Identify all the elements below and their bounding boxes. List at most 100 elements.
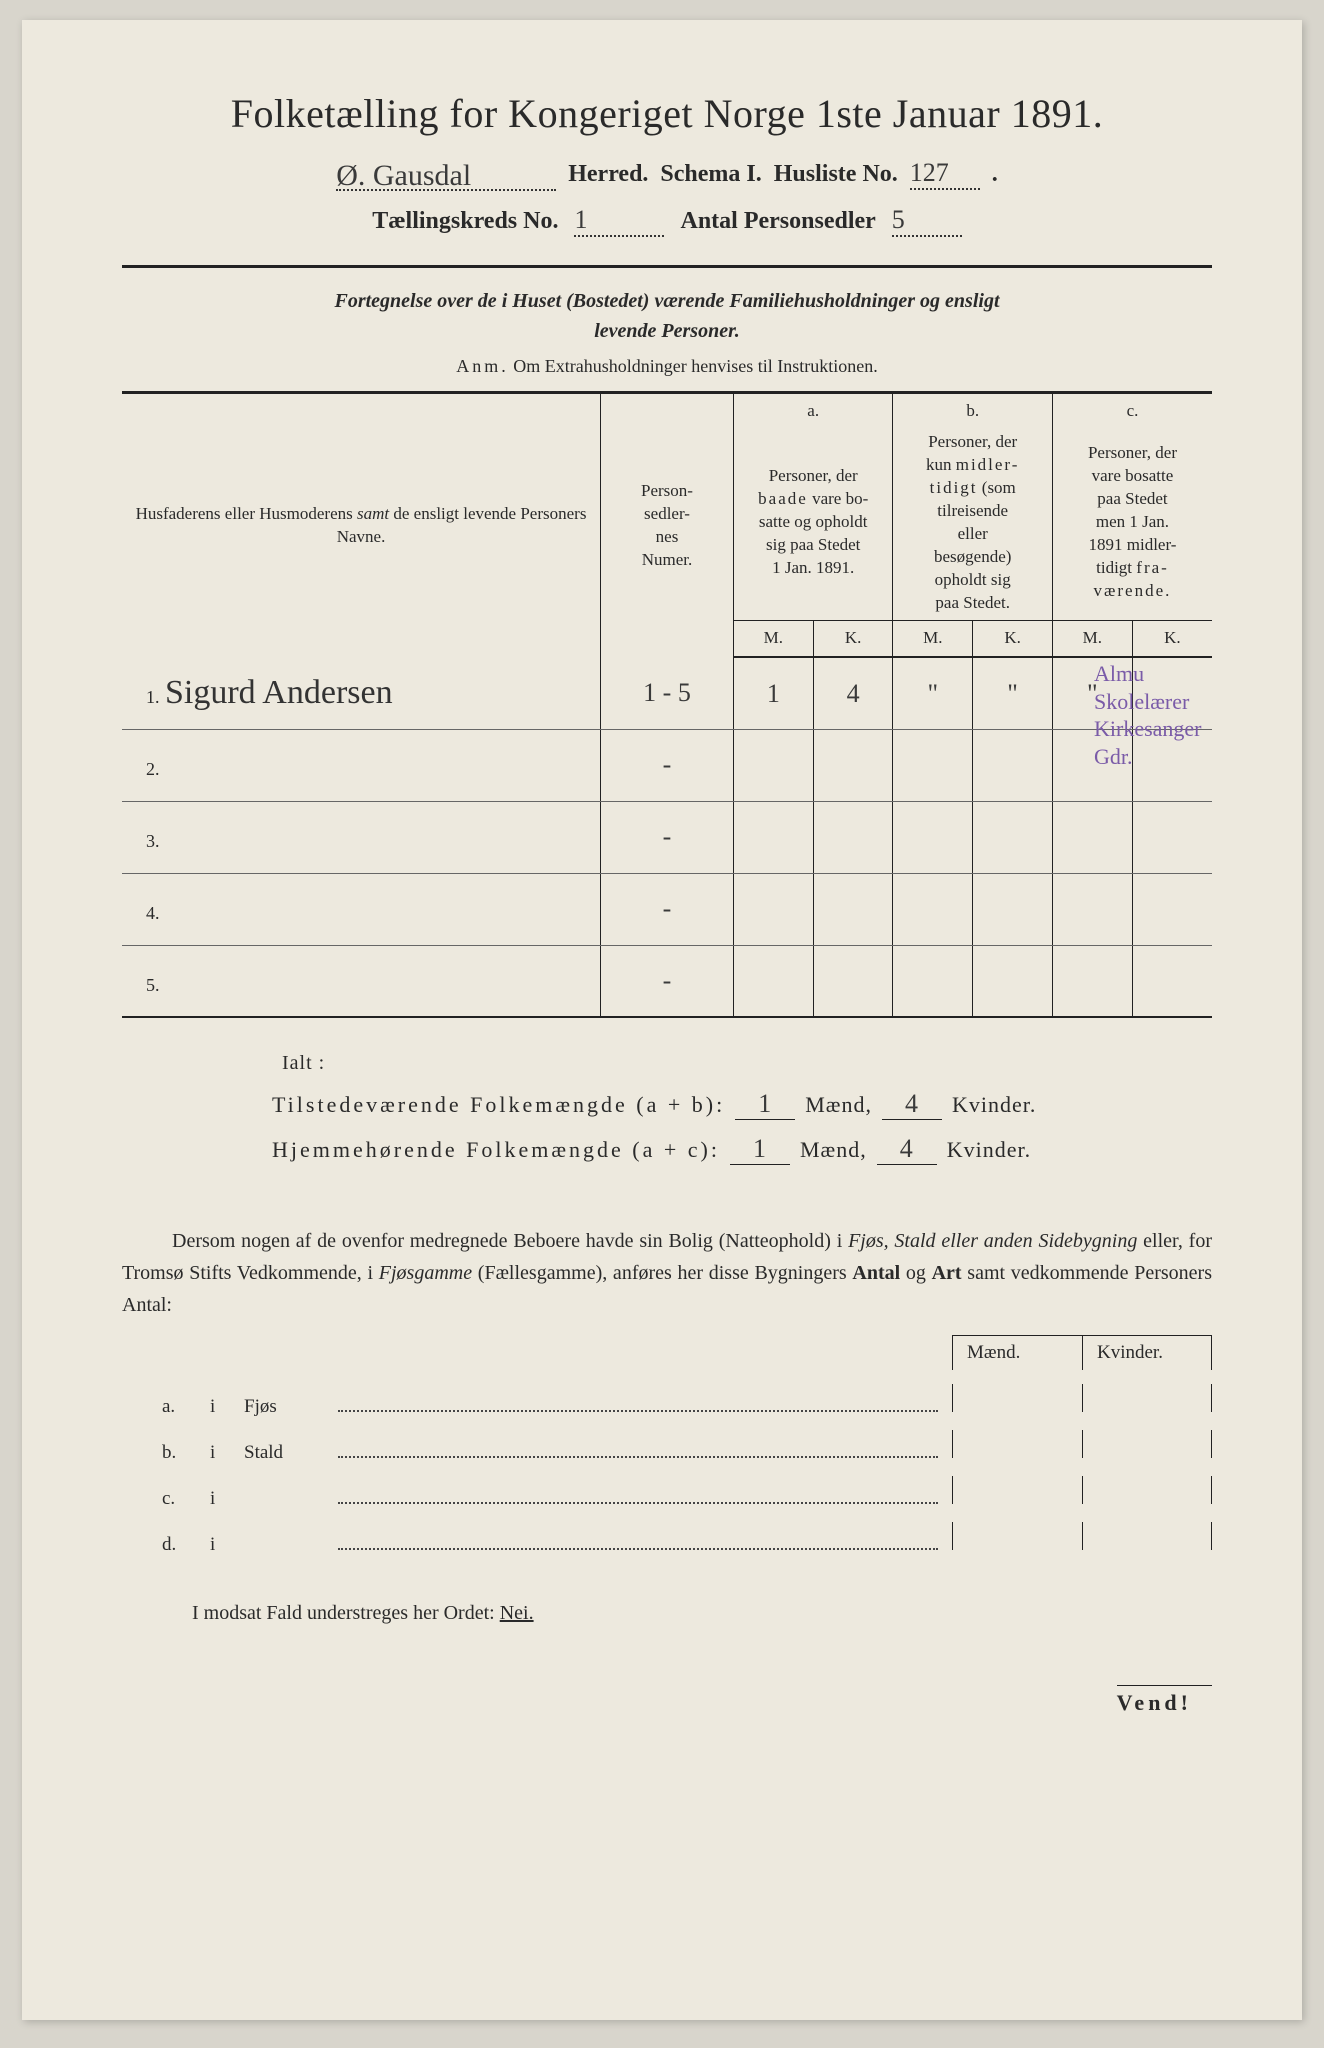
anm-text: Om Extrahusholdninger henvises til Instr…: [513, 356, 877, 376]
cell-bm: [893, 801, 973, 873]
header-line-2: Ø. Gausdal Herred. Schema I. Husliste No…: [122, 155, 1212, 191]
table-row: 3. -: [122, 801, 1212, 873]
cell-ak: 4: [813, 657, 893, 729]
bldg-dots: [338, 1398, 938, 1412]
totals-block: Ialt : Tilstedeværende Folkemængde (a + …: [122, 1052, 1212, 1165]
bldg-tail: [952, 1476, 1212, 1504]
bldg-name: Stald: [244, 1442, 324, 1464]
ialt-label: Ialt :: [272, 1052, 1212, 1075]
household-table: Husfaderens eller Husmoderens samt de en…: [122, 391, 1212, 1018]
cell-bk: ": [973, 657, 1053, 729]
cell-ck: [1132, 945, 1212, 1017]
cell-ak: [813, 873, 893, 945]
maend-label-2: Mænd,: [800, 1137, 867, 1163]
nei-line: I modsat Fald understreges her Ordet: Ne…: [122, 1602, 1212, 1625]
bldg-letter: d.: [162, 1534, 196, 1556]
cell-name: 1. Sigurd Andersen: [122, 657, 601, 729]
kreds-label: Tællingskreds No.: [372, 208, 558, 235]
kvinder-label-2: Kvinder.: [947, 1137, 1031, 1163]
margin-annotation: AlmuSkolelærerKirkesanger Gdr.: [1094, 660, 1224, 770]
cell-bm: ": [893, 657, 973, 729]
table-row: 5. -: [122, 945, 1212, 1017]
cell-sedler: -: [601, 873, 734, 945]
t2-label: Hjemmehørende Folkemængde (a + c):: [272, 1137, 720, 1163]
antal-field: 5: [892, 205, 962, 237]
t1-m: 1: [735, 1089, 795, 1120]
col-header-c-label: c.: [1052, 393, 1212, 425]
cell-name: 5.: [122, 945, 601, 1017]
antal-value: 5: [892, 205, 905, 234]
bldg-letter: c.: [162, 1488, 196, 1510]
bldg-i: i: [210, 1396, 230, 1418]
table-row: 2. -: [122, 729, 1212, 801]
cell-sedler: -: [601, 945, 734, 1017]
page-title: Folketælling for Kongeriget Norge 1ste J…: [122, 90, 1212, 137]
cell-cm: [1052, 801, 1132, 873]
mk-header: Mænd. Kvinder.: [122, 1335, 1212, 1370]
cell-sedler: 1 - 5: [601, 657, 734, 729]
total-row-present: Tilstedeværende Folkemængde (a + b): 1 M…: [272, 1089, 1212, 1120]
cell-name: 4.: [122, 873, 601, 945]
building-row: d. i: [122, 1516, 1212, 1562]
cell-bm: [893, 873, 973, 945]
col-header-a-label: a.: [733, 393, 893, 425]
anm-line: Anm. Om Extrahusholdninger henvises til …: [122, 356, 1212, 377]
herred-label: Herred.: [568, 161, 648, 188]
buildings-list: a.iFjøsb.iStaldc.id.i: [122, 1378, 1212, 1562]
cell-bm: [893, 945, 973, 1017]
cell-cm: [1052, 945, 1132, 1017]
col-header-c-text: Personer, dervare bosattepaa Stedetmen 1…: [1052, 425, 1212, 621]
cell-sedler: -: [601, 729, 734, 801]
cell-name: 3.: [122, 801, 601, 873]
cell-cm: [1052, 873, 1132, 945]
col-c-k: K.: [1132, 621, 1212, 657]
t2-m: 1: [730, 1134, 790, 1165]
cell-ck: [1132, 801, 1212, 873]
divider: [122, 265, 1212, 268]
outbuilding-paragraph: Dersom nogen af de ovenfor medregnede Be…: [122, 1225, 1212, 1321]
kreds-field: 1: [574, 205, 664, 237]
building-row: a.iFjøs: [122, 1378, 1212, 1424]
col-header-name: Husfaderens eller Husmoderens samt de en…: [122, 393, 601, 658]
col-header-b-text: Personer, derkun midler-tidigt (somtilre…: [893, 425, 1053, 621]
schema-label: Schema I.: [660, 161, 761, 188]
building-row: b. i Stald: [122, 1424, 1212, 1470]
cell-bk: [973, 729, 1053, 801]
kvinder-label: Kvinder.: [952, 1092, 1036, 1118]
col-header-b-label: b.: [893, 393, 1053, 425]
bldg-i: i: [210, 1442, 230, 1464]
bldg-i: i: [210, 1534, 230, 1556]
total-row-resident: Hjemmehørende Folkemængde (a + c): 1 Mæn…: [272, 1134, 1212, 1165]
header-line-3: Tællingskreds No. 1 Antal Personsedler 5: [122, 205, 1212, 237]
cell-am: 1: [733, 657, 813, 729]
cell-am: [733, 729, 813, 801]
cell-am: [733, 945, 813, 1017]
bldg-dots: [338, 1536, 938, 1550]
herred-value: Ø. Gausdal: [336, 159, 471, 192]
cell-sedler: -: [601, 801, 734, 873]
col-header-numer: Person-sedler-nesNumer.: [601, 393, 734, 658]
bldg-letter: b.: [162, 1442, 196, 1464]
intro-line-2: levende Personer.: [122, 316, 1212, 346]
bldg-tail: [952, 1522, 1212, 1550]
cell-am: [733, 873, 813, 945]
mk-maend: Mænd.: [952, 1335, 1082, 1370]
t1-label: Tilstedeværende Folkemængde (a + b):: [272, 1092, 725, 1118]
bldg-dots: [338, 1444, 938, 1458]
cell-am: [733, 801, 813, 873]
herred-field: Ø. Gausdal: [336, 155, 556, 191]
antal-label: Antal Personsedler: [680, 208, 875, 235]
col-header-a-text: Personer, der baade vare bo-satte og oph…: [733, 425, 893, 621]
t2-k: 4: [877, 1134, 937, 1165]
bldg-name: Fjøs: [244, 1396, 324, 1418]
husliste-value: 127: [910, 158, 949, 187]
bldg-dots: [338, 1490, 938, 1504]
cell-name: 2.: [122, 729, 601, 801]
cell-bk: [973, 801, 1053, 873]
t1-k: 4: [882, 1089, 942, 1120]
bldg-tail: [952, 1430, 1212, 1458]
table-body: 1. Sigurd Andersen1 - 514"""2. -3. -4. -…: [122, 657, 1212, 1017]
nei-pre: I modsat Fald understreges her Ordet:: [192, 1602, 500, 1624]
cell-ak: [813, 945, 893, 1017]
husliste-field: 127: [910, 158, 980, 190]
